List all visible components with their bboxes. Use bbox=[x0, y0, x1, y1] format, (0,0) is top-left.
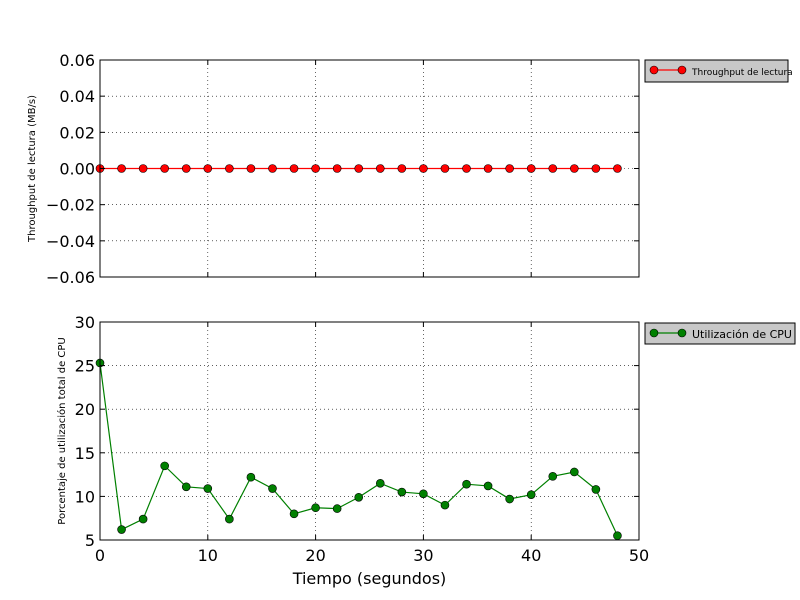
y-axis-label: Porcentaje de utilización total de CPU bbox=[56, 337, 68, 524]
legend-label: Throughput de lectura bbox=[691, 68, 793, 78]
series-line bbox=[99, 362, 618, 536]
data-point bbox=[181, 164, 191, 173]
data-point bbox=[591, 164, 601, 173]
data-point bbox=[332, 164, 342, 173]
y-tick-label: 20 bbox=[75, 400, 95, 419]
data-point bbox=[289, 164, 299, 173]
throughput-chart: 0.06 0.04 0.02 0.00 −0.02 −0.04 −0.06 Throughpu… bbox=[27, 51, 793, 287]
data-point bbox=[526, 490, 536, 499]
legend-box bbox=[644, 322, 796, 345]
data-point bbox=[203, 164, 213, 173]
legend-label: Utilización de CPU bbox=[692, 328, 792, 341]
y-tick-label: −0.02 bbox=[46, 196, 95, 215]
data-point bbox=[613, 531, 622, 540]
legend-marker bbox=[677, 328, 687, 338]
data-point bbox=[311, 164, 320, 173]
data-point bbox=[203, 484, 213, 493]
legend-marker bbox=[677, 65, 687, 75]
x-tick-label: 50 bbox=[629, 546, 649, 565]
legend-marker bbox=[649, 328, 659, 338]
plot-frame bbox=[99, 321, 640, 541]
data-point bbox=[419, 489, 428, 499]
data-point bbox=[160, 164, 169, 173]
legend-marker bbox=[649, 65, 659, 75]
data-point bbox=[225, 514, 234, 524]
data-point bbox=[483, 164, 493, 173]
data-point bbox=[570, 467, 579, 477]
data-point bbox=[354, 492, 364, 502]
x-tick-label: 0 bbox=[95, 546, 105, 565]
data-point bbox=[440, 500, 450, 510]
data-point bbox=[440, 164, 450, 173]
y-axis-label: Throughput de lectura (MB/s) bbox=[27, 95, 38, 243]
data-point bbox=[548, 164, 558, 173]
data-point bbox=[332, 504, 342, 513]
data-point bbox=[289, 509, 299, 519]
data-point bbox=[160, 461, 169, 471]
data-point bbox=[570, 164, 579, 173]
x-tick-label: 30 bbox=[413, 546, 433, 565]
data-point bbox=[613, 164, 622, 173]
x-axis-label: Tiempo (segundos) bbox=[292, 569, 447, 588]
data-point bbox=[375, 479, 385, 488]
data-point bbox=[483, 481, 493, 491]
data-point bbox=[311, 503, 320, 513]
legend-box bbox=[644, 59, 789, 83]
y-tick-label: 0.00 bbox=[59, 160, 95, 179]
legend: Utilización de CPU bbox=[644, 322, 796, 345]
data-point bbox=[138, 164, 148, 173]
data-point bbox=[246, 472, 256, 482]
x-tick-label: 10 bbox=[198, 546, 218, 565]
data-point bbox=[548, 472, 558, 481]
data-point bbox=[138, 514, 148, 524]
data-point bbox=[419, 164, 428, 173]
data-point bbox=[505, 494, 514, 504]
data-point bbox=[505, 164, 514, 173]
data-point bbox=[375, 164, 385, 173]
data-point bbox=[462, 164, 471, 173]
y-tick-label: 30 bbox=[75, 313, 95, 332]
y-tick-label: 5 bbox=[85, 531, 95, 550]
y-tick-label: 10 bbox=[75, 487, 95, 506]
data-point bbox=[268, 484, 277, 493]
data-point bbox=[354, 164, 364, 173]
data-point bbox=[397, 164, 407, 173]
cpu-chart: 30 25 20 15 10 50 10 20 30 40 50 Porcentaje de util… bbox=[56, 313, 796, 588]
y-tick-label: −0.04 bbox=[46, 232, 95, 251]
data-point bbox=[526, 164, 536, 173]
data-point bbox=[225, 164, 234, 173]
data-point bbox=[268, 164, 277, 173]
y-tick-label: 0.06 bbox=[59, 51, 95, 70]
data-point bbox=[117, 164, 126, 173]
y-tick-label: 0.02 bbox=[59, 123, 95, 142]
legend: Throughput de lectura bbox=[644, 59, 793, 83]
data-point bbox=[246, 164, 256, 173]
y-tick-label: 15 bbox=[75, 444, 95, 463]
data-point bbox=[462, 479, 471, 489]
y-tick-label: 0.04 bbox=[59, 87, 95, 106]
data-point bbox=[591, 485, 601, 494]
data-point bbox=[397, 487, 407, 497]
data-point bbox=[181, 482, 191, 492]
y-tick-label: 25 bbox=[75, 357, 95, 376]
y-tick-label: −0.06 bbox=[46, 268, 95, 287]
x-tick-label: 20 bbox=[305, 546, 325, 565]
data-point bbox=[117, 525, 126, 534]
x-tick-label: 40 bbox=[521, 546, 541, 565]
